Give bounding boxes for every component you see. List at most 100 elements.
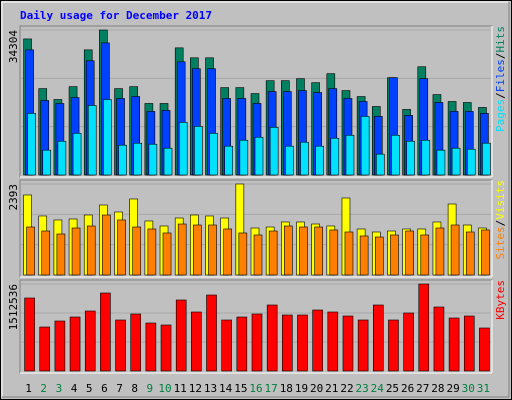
x-tick-label: 28: [431, 382, 444, 395]
x-tick-label: 2: [40, 382, 47, 395]
bar: [118, 144, 127, 176]
bar: [359, 235, 369, 276]
legend-entry: Pages: [494, 99, 507, 132]
x-tick-label: 21: [325, 382, 338, 395]
bar: [177, 223, 187, 276]
bar: [239, 139, 249, 176]
bar: [223, 228, 232, 276]
bar: [39, 326, 51, 372]
x-tick-label: 20: [310, 382, 323, 395]
bar: [253, 234, 263, 276]
bar: [208, 224, 217, 276]
x-tick-label: 27: [416, 382, 429, 395]
bar: [160, 324, 172, 372]
x-tick-label: 17: [265, 382, 278, 395]
x-tick-label: 31: [477, 382, 490, 395]
bar: [284, 225, 293, 276]
bar: [285, 145, 294, 176]
x-tick-label: 18: [280, 382, 293, 395]
legend-entry: Visits: [494, 180, 507, 220]
bar: [282, 314, 293, 372]
bar: [482, 142, 491, 176]
x-tick-label: 8: [131, 382, 138, 395]
bar: [357, 319, 369, 372]
bar: [435, 227, 445, 276]
bar: [345, 134, 355, 176]
bar: [433, 306, 445, 372]
bar: [238, 232, 248, 276]
bar: [268, 230, 278, 276]
bar: [312, 309, 323, 372]
bar: [251, 313, 263, 372]
bar: [344, 231, 354, 276]
bar: [175, 299, 187, 372]
bar: [406, 140, 415, 176]
bar: [57, 140, 67, 176]
bar: [206, 294, 217, 372]
x-tick-label: 13: [204, 382, 217, 395]
bar: [266, 304, 278, 372]
x-tick-label: 15: [234, 382, 247, 395]
x-tick-label: 6: [101, 382, 108, 395]
legend-separator: /: [494, 220, 507, 227]
bar: [27, 113, 36, 176]
bar: [87, 105, 97, 176]
bar: [132, 226, 142, 276]
bar: [390, 234, 399, 276]
legend: Sites/Visits: [494, 180, 507, 260]
bar: [102, 214, 111, 276]
x-tick-label: 29: [446, 382, 459, 395]
bar: [133, 142, 143, 176]
legend-entry: Files: [494, 59, 507, 92]
bar: [26, 226, 35, 276]
bar: [56, 233, 66, 276]
bar: [41, 230, 51, 276]
bar: [24, 297, 35, 372]
bar: [479, 327, 490, 372]
bar: [191, 311, 202, 372]
bar: [405, 230, 414, 276]
bar: [327, 311, 339, 372]
bar: [388, 319, 399, 372]
legend: Pages/Files/Hits: [494, 26, 507, 132]
x-tick-label: 26: [401, 382, 414, 395]
bar: [100, 292, 111, 372]
bar: [163, 147, 173, 176]
x-tick-label: 22: [340, 382, 353, 395]
bar: [193, 224, 202, 276]
x-tick-label: 10: [158, 382, 171, 395]
bar: [374, 236, 384, 276]
bar: [148, 143, 158, 176]
y-tick-label: 2393: [7, 184, 20, 211]
bar: [254, 136, 264, 176]
bar: [466, 148, 476, 176]
bar: [342, 315, 354, 372]
bar: [42, 149, 52, 176]
bar: [236, 316, 248, 372]
x-tick-label: 11: [174, 382, 187, 395]
bar: [269, 127, 279, 176]
bar: [465, 231, 475, 276]
bar: [194, 126, 203, 176]
x-tick-label: 24: [371, 382, 385, 395]
bar: [315, 145, 324, 176]
bar: [178, 122, 188, 176]
bar: [420, 234, 430, 276]
x-tick-label: 4: [71, 382, 78, 395]
bar: [300, 141, 309, 176]
legend-entry: Sites: [494, 226, 507, 259]
bar: [372, 304, 384, 372]
x-tick-label: 3: [56, 382, 63, 395]
bar: [375, 153, 385, 176]
chart-title: Daily usage for December 2017: [20, 9, 212, 22]
y-tick-label: 34304: [7, 30, 20, 63]
x-tick-label: 12: [189, 382, 202, 395]
bar: [448, 317, 460, 372]
bar: [209, 132, 218, 176]
bar: [145, 322, 157, 372]
bar: [130, 313, 142, 372]
x-tick-label: 16: [249, 382, 262, 395]
bar: [450, 224, 460, 276]
bar: [72, 132, 82, 176]
